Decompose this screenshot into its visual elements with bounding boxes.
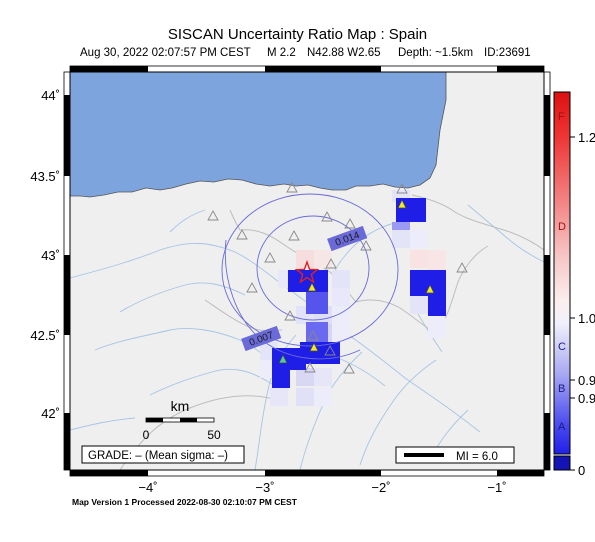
map-title: SISCAN Uncertainty Ratio Map : Spain xyxy=(167,26,428,43)
event-id: ID:23691 xyxy=(484,47,531,59)
lat-label: 42˚ xyxy=(41,406,60,421)
station-green xyxy=(278,354,288,364)
svg-text:C: C xyxy=(558,341,566,353)
frame-scale-vertical xyxy=(64,95,550,470)
lat-label: 43.5˚ xyxy=(30,169,60,184)
lat-label: 43˚ xyxy=(41,248,60,263)
grade-box: GRADE: – (Mean sigma: –) xyxy=(81,445,245,464)
mi-box: MI = 6.0 xyxy=(395,446,515,464)
event-depth: Depth: ~1.5km xyxy=(398,47,474,59)
event-location: N42.88 W2.65 xyxy=(307,47,381,59)
svg-text:1.2: 1.2 xyxy=(578,130,595,145)
svg-text:0.9: 0.9 xyxy=(578,373,595,388)
grade-text: GRADE: – (Mean sigma: –) xyxy=(88,450,228,462)
svg-text:0.9: 0.9 xyxy=(578,391,595,406)
map-footer: Map Version 1 Processed 2022-08-30 02:10… xyxy=(72,497,297,507)
svg-text:0: 0 xyxy=(578,463,585,478)
scalebar-end: 50 xyxy=(207,428,221,442)
svg-text:B: B xyxy=(558,383,565,395)
svg-text:A: A xyxy=(558,421,566,433)
svg-text:F: F xyxy=(558,111,565,123)
event-magnitude: M 2.2 xyxy=(267,47,296,59)
distance-scalebar: km 0 50 xyxy=(143,398,221,442)
triggered-stations xyxy=(307,199,435,352)
lon-label: −4˚ xyxy=(138,480,157,495)
frame-scale-horizontal xyxy=(70,66,544,476)
svg-text:D: D xyxy=(558,221,566,233)
sea-area xyxy=(70,72,447,198)
scalebar-unit: km xyxy=(171,398,190,414)
lon-label: −2˚ xyxy=(371,480,390,495)
latitude-labels: 44˚ 43.5˚ 43˚ 42.5˚ 42˚ xyxy=(30,88,60,421)
colorbar-letters: F D xyxy=(558,111,566,233)
epicenter-star xyxy=(294,259,320,284)
lon-label: −3˚ xyxy=(255,480,274,495)
seismic-stations xyxy=(207,182,468,374)
lon-label: −1˚ xyxy=(487,480,506,495)
mi-text: MI = 6.0 xyxy=(456,451,498,463)
svg-text:1.0: 1.0 xyxy=(578,311,595,326)
colorbar: F D C B A 1.2 1.0 0.9 0.9 0 xyxy=(553,91,595,478)
event-date: Aug 30, 2022 02:07:57 PM CEST xyxy=(80,47,251,59)
lat-label: 42.5˚ xyxy=(30,328,60,343)
lat-label: 44˚ xyxy=(41,88,60,103)
colorbar-values: 1.2 1.0 0.9 0.9 0 xyxy=(578,130,595,478)
scalebar-start: 0 xyxy=(143,428,150,442)
longitude-labels: −4˚ −3˚ −2˚ −1˚ xyxy=(138,480,506,495)
